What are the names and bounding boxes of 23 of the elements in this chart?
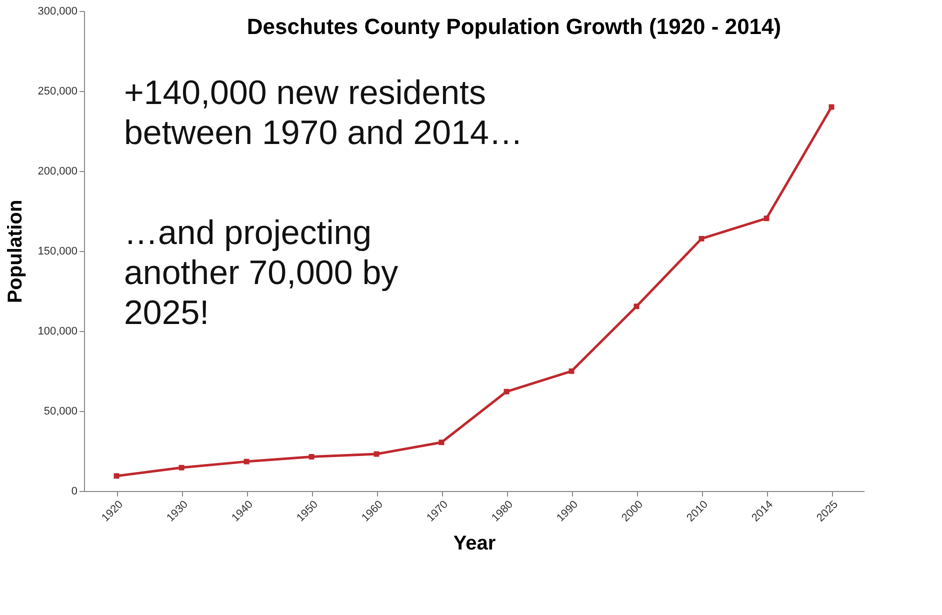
annotation: …and projecting another 70,000 by 2025! [124, 214, 398, 332]
y-tick-label: 0 [71, 486, 78, 498]
y-tick-label: 50,000 [44, 406, 78, 418]
point [308, 454, 314, 460]
point [504, 388, 510, 394]
chart-title: Deschutes County Population Growth (1920 - 2014) [246, 14, 782, 39]
point [764, 216, 770, 222]
point [178, 464, 184, 470]
point [634, 304, 640, 310]
y-tick-label: 250,000 [38, 86, 78, 98]
point [698, 236, 704, 242]
point [244, 458, 250, 464]
point [568, 368, 574, 374]
point [374, 451, 380, 457]
y-tick-label: 200,000 [38, 166, 78, 178]
annotation: +140,000 new residents between 1970 and 2014… [124, 74, 523, 152]
point [438, 440, 444, 446]
point [114, 473, 120, 479]
y-tick-label: 100,000 [38, 326, 78, 338]
y-tick-label: 300,000 [38, 6, 78, 18]
x-axis-title: Year [453, 532, 496, 555]
y-axis-title: Population [4, 200, 27, 304]
y-tick-label: 150,000 [38, 246, 78, 258]
